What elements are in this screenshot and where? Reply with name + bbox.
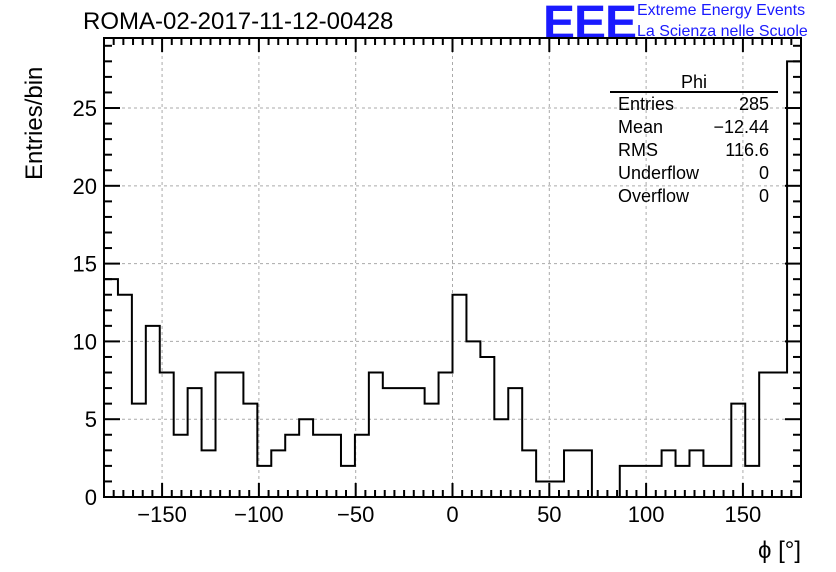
y-axis-title: Entries/bin	[21, 67, 48, 180]
logo-subtitle-line2: La Scienza nelle Scuole	[637, 23, 808, 40]
y-tick-label: 25	[73, 96, 97, 121]
stats-row-value: −12.44	[713, 117, 769, 137]
stats-row-value: 116.6	[725, 140, 769, 160]
x-tick-label: 0	[446, 502, 458, 527]
stats-row-label: Entries	[618, 94, 674, 114]
stats-row-label: Overflow	[618, 186, 690, 206]
stats-box-title: Phi	[681, 72, 707, 92]
y-tick-label: 10	[73, 329, 97, 354]
stats-row-label: Mean	[618, 117, 663, 137]
x-tick-label: −100	[234, 502, 284, 527]
x-tick-label: 100	[628, 502, 665, 527]
x-axis-title: ϕ [°]	[758, 537, 801, 564]
stats-row-value: 285	[739, 94, 769, 114]
stats-row-label: Underflow	[618, 163, 700, 183]
x-tick-label: 50	[537, 502, 561, 527]
axis-ticks	[104, 38, 801, 497]
stats-row-value: 0	[759, 163, 769, 183]
y-tick-labels: 0 5 10 15 20 25	[73, 96, 97, 510]
stats-row-label: RMS	[618, 140, 658, 160]
y-tick-label: 0	[85, 485, 97, 510]
stats-box: Phi Entries 285 Mean −12.44 RMS 116.6 Underflo…	[610, 72, 778, 206]
x-tick-labels: −150 −100 −50 0 50 100 150	[137, 502, 761, 527]
chart-title: ROMA-02-2017-11-12-00428	[83, 8, 394, 35]
stats-row-value: 0	[759, 186, 769, 206]
histogram-series	[103, 60, 802, 498]
y-tick-label: 15	[73, 252, 97, 277]
x-tick-label: −50	[337, 502, 374, 527]
x-tick-label: 150	[725, 502, 762, 527]
x-tick-label: −150	[137, 502, 187, 527]
logo-subtitle-line1: Extreme Energy Events	[637, 2, 806, 19]
y-tick-label: 20	[73, 174, 97, 199]
grid	[104, 38, 801, 497]
y-tick-label: 5	[85, 407, 97, 432]
